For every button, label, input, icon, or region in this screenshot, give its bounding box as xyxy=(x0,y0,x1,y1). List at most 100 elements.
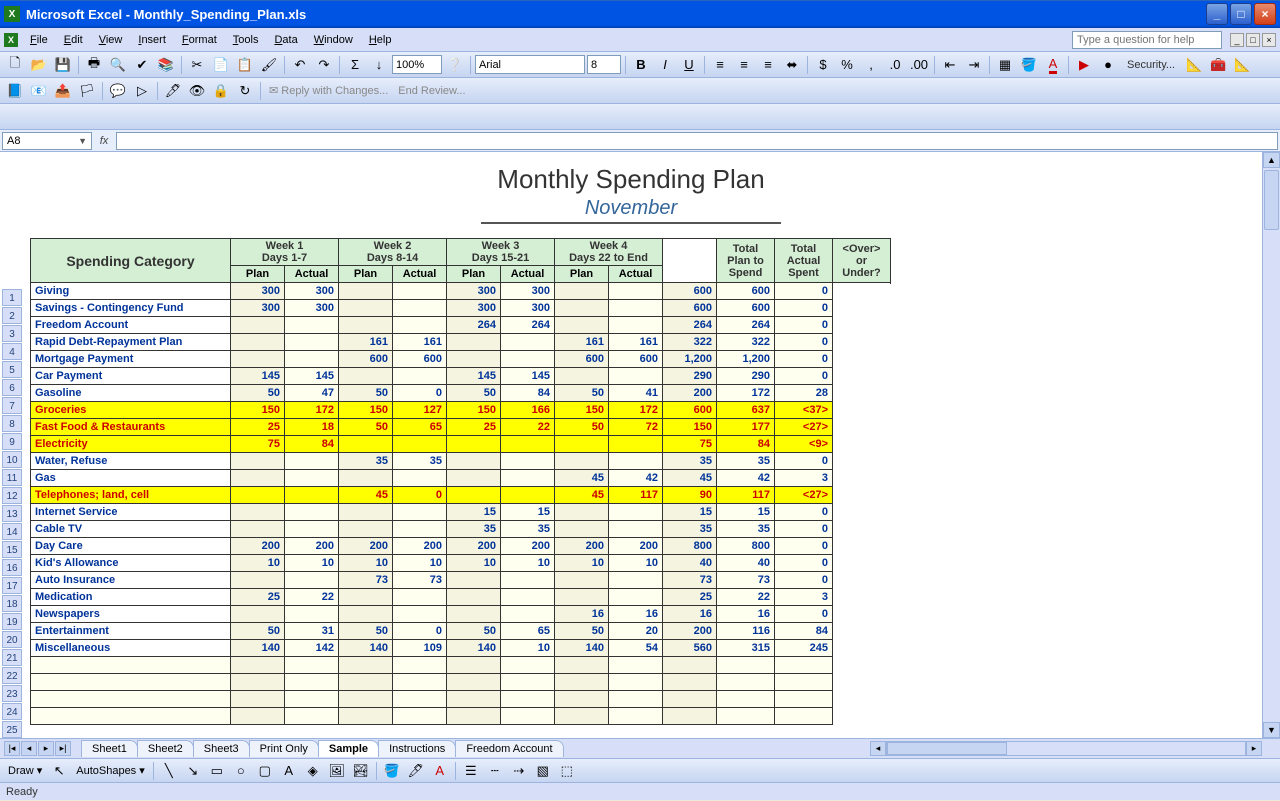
select-objects-button[interactable]: ↖ xyxy=(48,760,70,782)
mdi-minimize-button[interactable]: _ xyxy=(1230,33,1244,47)
sheet-tab[interactable]: Sheet3 xyxy=(193,740,250,757)
merge-button[interactable]: ⬌ xyxy=(781,54,803,76)
open-button[interactable]: 📂 xyxy=(28,54,50,76)
design-mode-button[interactable]: 📐 xyxy=(1231,54,1253,76)
dec-indent-button[interactable]: ⇤ xyxy=(939,54,961,76)
new-button[interactable]: 🗋 xyxy=(4,54,26,76)
shadow-button[interactable]: ▧ xyxy=(532,760,554,782)
next-comment-button[interactable]: ▷ xyxy=(131,80,153,102)
sheet-tab[interactable]: Instructions xyxy=(378,740,456,757)
tab-prev-button[interactable]: ◂ xyxy=(21,741,37,756)
vba-button[interactable]: 📐 xyxy=(1183,54,1205,76)
autoshapes-menu[interactable]: AutoShapes ▾ xyxy=(72,762,149,779)
doc-icon[interactable]: X xyxy=(4,33,18,47)
clipart-button[interactable]: 🖼 xyxy=(326,760,348,782)
line-button[interactable]: ╲ xyxy=(158,760,180,782)
spending-table[interactable]: Spending CategoryWeek 1Days 1-7Week 2Day… xyxy=(30,238,891,725)
hscroll-thumb[interactable] xyxy=(887,742,1007,755)
sort-button[interactable]: ↓ xyxy=(368,54,390,76)
percent-button[interactable]: % xyxy=(836,54,858,76)
picture-button[interactable]: 🏞 xyxy=(350,760,372,782)
end-review-button[interactable]: End Review... xyxy=(394,85,469,97)
vertical-scrollbar[interactable]: ▲ ▼ xyxy=(1262,152,1280,738)
textbox-button[interactable]: ▢ xyxy=(254,760,276,782)
currency-button[interactable]: $ xyxy=(812,54,834,76)
table-row[interactable]: Auto Insurance737373730 xyxy=(31,572,891,589)
mdi-close-button[interactable]: × xyxy=(1262,33,1276,47)
table-row[interactable] xyxy=(31,691,891,708)
reply-changes-button[interactable]: ✉ Reply with Changes... xyxy=(265,84,392,97)
share-button[interactable]: 📤 xyxy=(52,80,74,102)
cut-button[interactable]: ✂ xyxy=(186,54,208,76)
underline-button[interactable]: U xyxy=(678,54,700,76)
align-center-button[interactable]: ≡ xyxy=(733,54,755,76)
menu-file[interactable]: File xyxy=(22,31,56,49)
line-color-button[interactable]: 🖊 xyxy=(405,760,427,782)
sheet-tab[interactable]: Print Only xyxy=(249,740,319,757)
bold-button[interactable]: B xyxy=(630,54,652,76)
ink-button[interactable]: 🖊 xyxy=(162,80,184,102)
table-row[interactable] xyxy=(31,708,891,725)
research-button[interactable]: 📚 xyxy=(155,54,177,76)
update-button[interactable]: ↻ xyxy=(234,80,256,102)
fontsize-input[interactable] xyxy=(587,55,621,74)
help-search-input[interactable] xyxy=(1072,31,1222,49)
table-row[interactable]: Day Care2002002002002002002002008008000 xyxy=(31,538,891,555)
table-row[interactable]: Internet Service151515150 xyxy=(31,504,891,521)
comma-button[interactable]: , xyxy=(860,54,882,76)
sum-button[interactable]: Σ xyxy=(344,54,366,76)
table-row[interactable]: Mortgage Payment6006006006001,2001,2000 xyxy=(31,351,891,368)
table-row[interactable]: Gas454245423 xyxy=(31,470,891,487)
table-row[interactable]: Giving3003003003006006000 xyxy=(31,283,891,300)
workbook-button[interactable]: 📘 xyxy=(4,80,26,102)
redo-button[interactable]: ↷ xyxy=(313,54,335,76)
menu-view[interactable]: View xyxy=(91,31,131,49)
mail-button[interactable]: 📧 xyxy=(28,80,50,102)
flag-button[interactable]: 🏳 xyxy=(76,80,98,102)
menu-edit[interactable]: Edit xyxy=(56,31,91,49)
tab-first-button[interactable]: |◂ xyxy=(4,741,20,756)
sheet-tab[interactable]: Freedom Account xyxy=(455,740,563,757)
table-row[interactable]: Rapid Debt-Repayment Plan161161161161322… xyxy=(31,334,891,351)
macro-stop-button[interactable]: ● xyxy=(1097,54,1119,76)
table-row[interactable]: Savings - Contingency Fund30030030030060… xyxy=(31,300,891,317)
inc-decimal-button[interactable]: .0 xyxy=(884,54,906,76)
menu-format[interactable]: Format xyxy=(174,31,225,49)
help-button[interactable]: ❔ xyxy=(444,54,466,76)
font-input[interactable] xyxy=(475,55,585,74)
arrow-button[interactable]: ↘ xyxy=(182,760,204,782)
font-color-button[interactable]: A xyxy=(1042,54,1064,76)
show-button[interactable]: 👁 xyxy=(186,80,208,102)
close-button[interactable]: × xyxy=(1254,3,1276,25)
spelling-button[interactable]: ✔ xyxy=(131,54,153,76)
menu-window[interactable]: Window xyxy=(306,31,361,49)
inc-indent-button[interactable]: ⇥ xyxy=(963,54,985,76)
format-painter-button[interactable]: 🖌 xyxy=(258,54,280,76)
zoom-input[interactable] xyxy=(392,55,442,74)
copy-button[interactable]: 📄 xyxy=(210,54,232,76)
font-color-button-2[interactable]: A xyxy=(429,760,451,782)
table-row[interactable]: Water, Refuse353535350 xyxy=(31,453,891,470)
table-row[interactable]: Groceries150172150127150166150172600637<… xyxy=(31,402,891,419)
table-row[interactable]: Fast Food & Restaurants25185065252250721… xyxy=(31,419,891,436)
formula-input[interactable] xyxy=(116,132,1278,150)
menu-tools[interactable]: Tools xyxy=(225,31,267,49)
dec-decimal-button[interactable]: .00 xyxy=(908,54,930,76)
arrow-style-button[interactable]: ⇢ xyxy=(508,760,530,782)
scroll-up-button[interactable]: ▲ xyxy=(1263,152,1280,168)
wordart-button[interactable]: A xyxy=(278,760,300,782)
dash-style-button[interactable]: ┄ xyxy=(484,760,506,782)
horizontal-scrollbar[interactable]: ◂ ▸ xyxy=(870,741,1280,756)
toolbox-button[interactable]: 🧰 xyxy=(1207,54,1229,76)
oval-button[interactable]: ○ xyxy=(230,760,252,782)
macro-play-button[interactable]: ▶ xyxy=(1073,54,1095,76)
save-button[interactable]: 💾 xyxy=(52,54,74,76)
fx-button[interactable]: fx xyxy=(94,132,114,150)
table-row[interactable]: Entertainment50315005065502020011684 xyxy=(31,623,891,640)
table-row[interactable]: Cable TV353535350 xyxy=(31,521,891,538)
scroll-thumb[interactable] xyxy=(1264,170,1279,230)
table-row[interactable]: Car Payment1451451451452902900 xyxy=(31,368,891,385)
align-right-button[interactable]: ≡ xyxy=(757,54,779,76)
table-row[interactable]: Miscellaneous140142140109140101405456031… xyxy=(31,640,891,657)
mdi-restore-button[interactable]: □ xyxy=(1246,33,1260,47)
